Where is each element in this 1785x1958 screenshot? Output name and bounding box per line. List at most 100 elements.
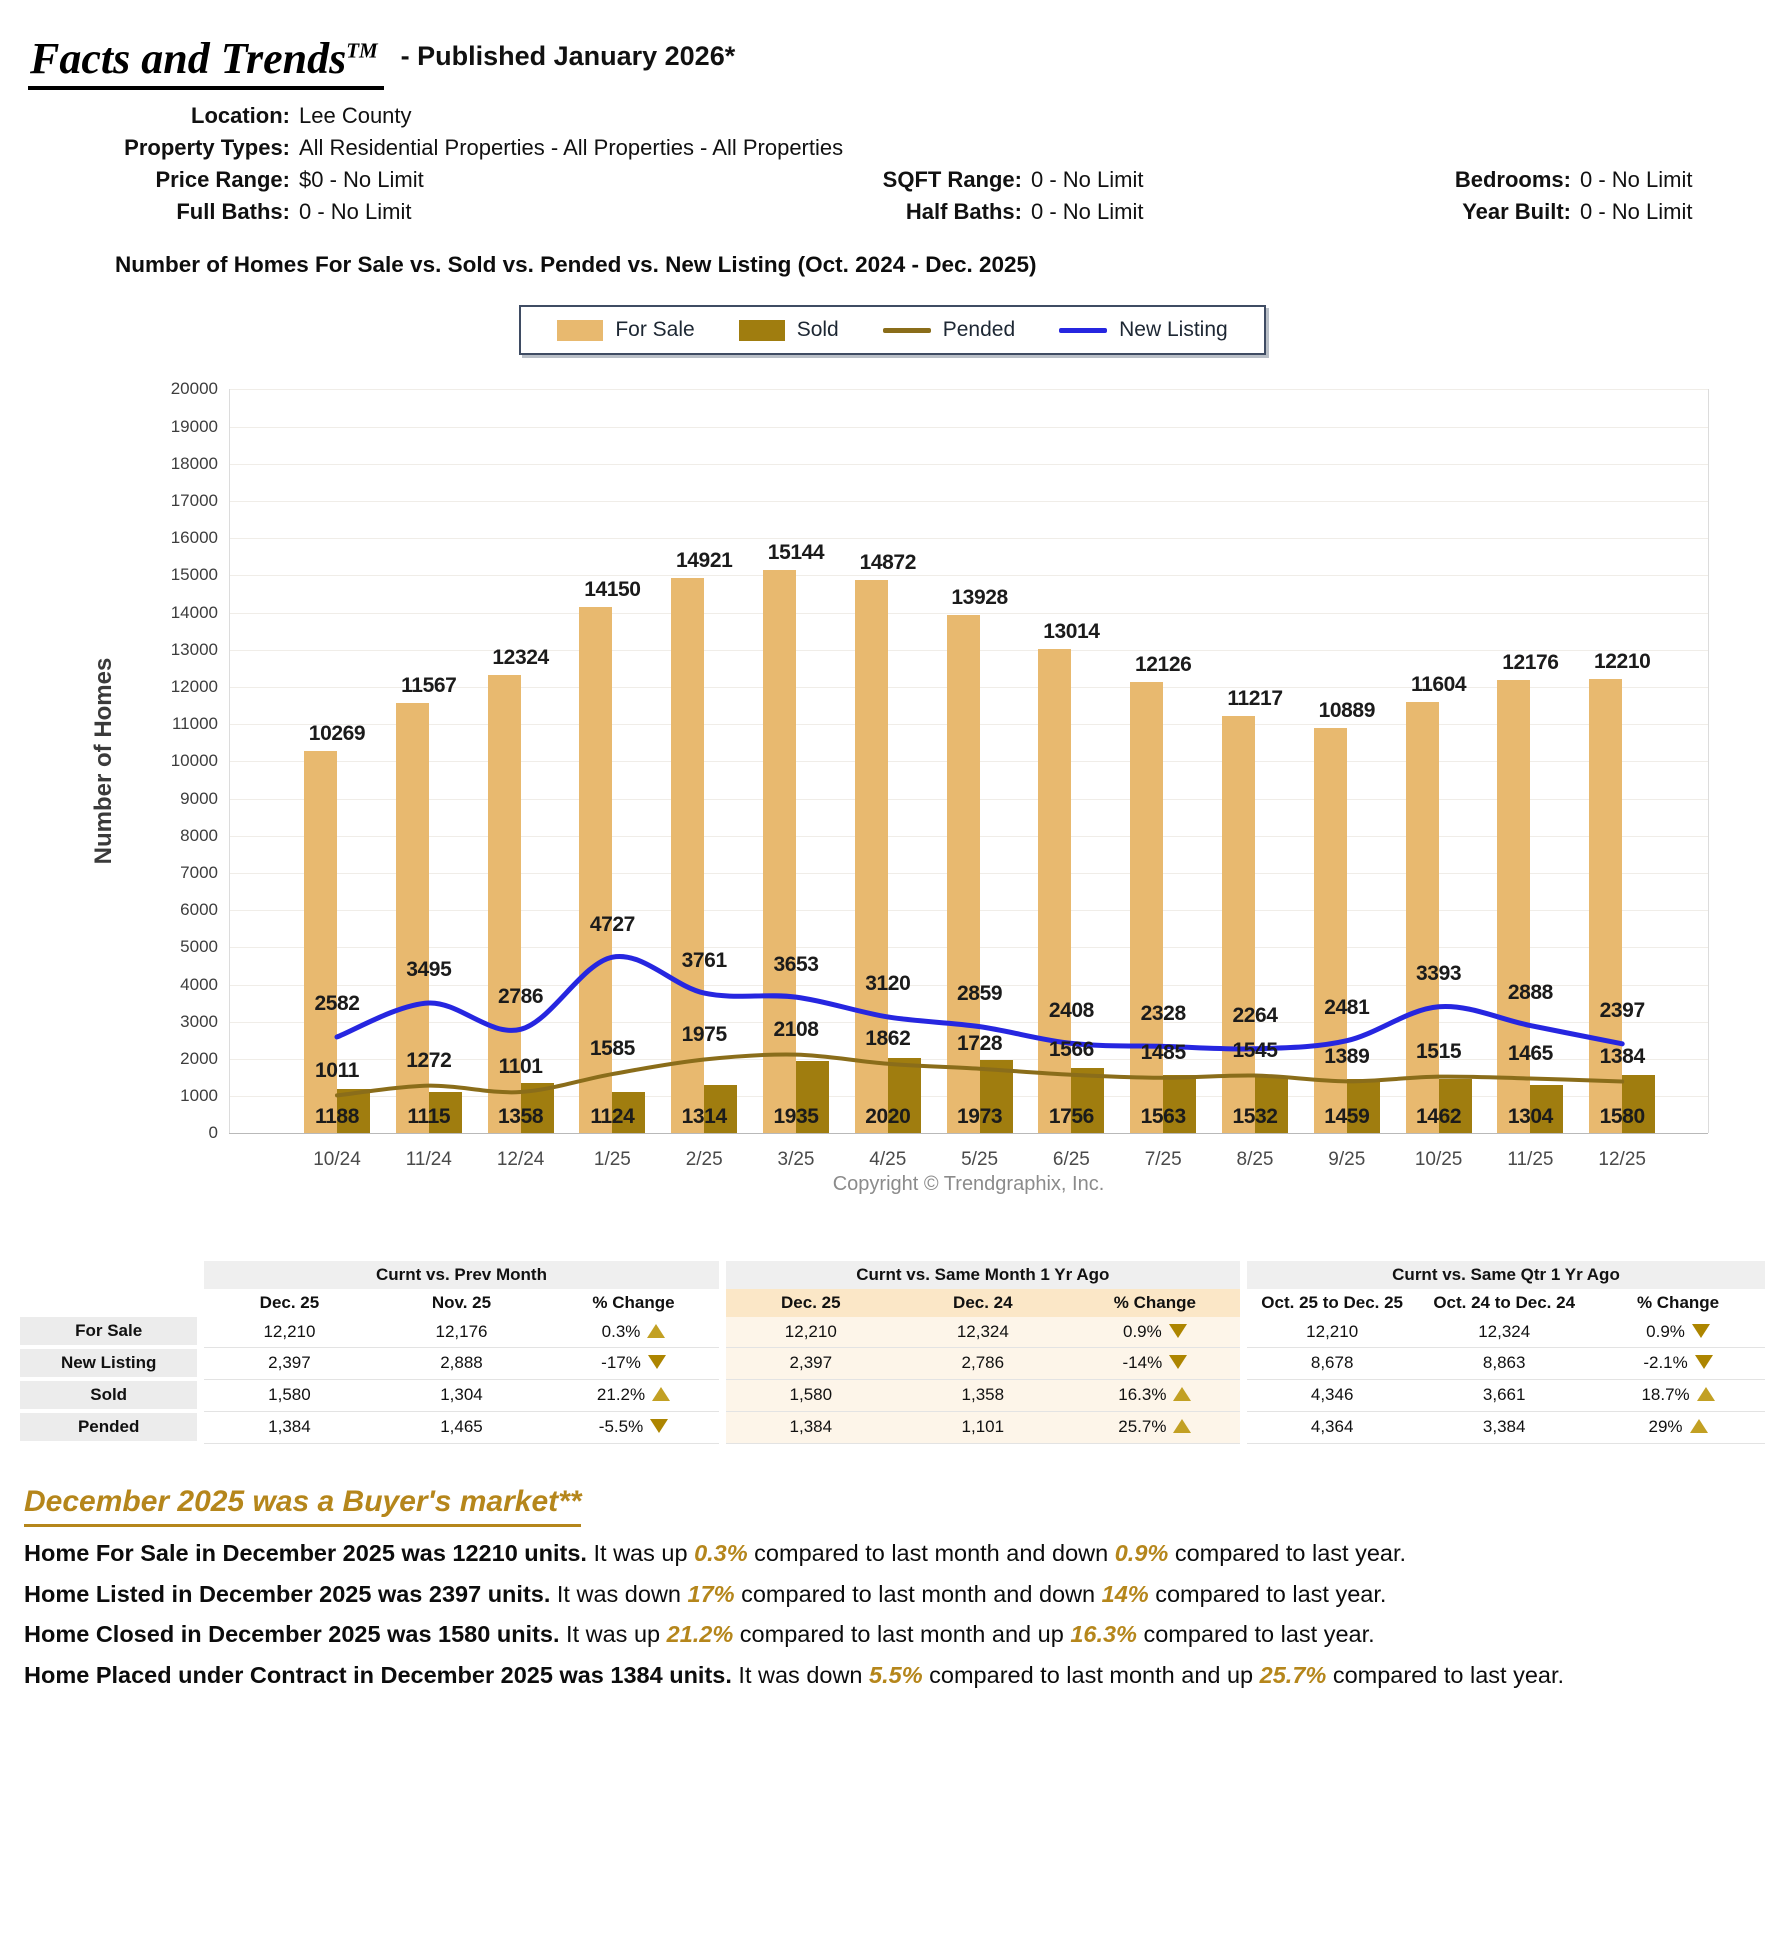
summary-heading: December 2025 was a Buyer's market**	[24, 1485, 582, 1528]
table-cell: -5.5%	[548, 1411, 723, 1444]
meta-label: Property Types:	[124, 135, 290, 161]
x-tick-label: 12/24	[496, 1149, 545, 1171]
homes-chart: Number of Homes Copyright © Trendgraphix…	[0, 361, 1785, 1213]
new-listing-value-label: 3495	[406, 958, 452, 982]
legend-label: For Sale	[615, 318, 695, 342]
x-tick-label: 10/25	[1414, 1149, 1463, 1171]
y-tick-label: 3000	[180, 1011, 218, 1031]
y-tick-label: 12000	[170, 677, 218, 697]
gridline	[229, 426, 1708, 428]
up-triangle-icon	[652, 1387, 671, 1402]
for-sale-value-label: 11567	[401, 674, 457, 698]
for-sale-value-label: 13928	[951, 586, 1008, 610]
summary-text: Home Closed in December 2025 was 1580 un…	[24, 1621, 560, 1648]
legend-label: Sold	[796, 318, 839, 342]
group-header-prev-month: Curnt vs. Prev Month	[197, 1261, 723, 1290]
down-triangle-icon	[650, 1419, 669, 1434]
y-tick-label: 4000	[180, 974, 218, 994]
for-sale-bar	[304, 751, 337, 1134]
for-sale-bar	[946, 615, 980, 1134]
table-cell: 21.2%	[548, 1379, 723, 1412]
y-tick-label: 18000	[170, 453, 218, 473]
new-listing-value-label: 3653	[773, 952, 819, 976]
x-tick-label: 8/25	[1236, 1149, 1274, 1171]
for-sale-value-label: 10889	[1318, 699, 1376, 723]
table-cell: 4,346	[1240, 1379, 1418, 1412]
row-label: For Sale	[20, 1317, 201, 1350]
table-cell: 8,678	[1240, 1347, 1418, 1380]
table-cell: 12,210	[1240, 1317, 1418, 1348]
pct-highlight: 16.3%	[1070, 1621, 1137, 1648]
chart-legend: For Sale Sold Pended New Listing	[519, 305, 1266, 356]
summary-text: compared to last month and up	[733, 1621, 1071, 1648]
y-tick-label: 16000	[170, 528, 218, 548]
row-label: New Listing	[20, 1347, 201, 1382]
pct-change-value: -17%	[601, 1353, 641, 1373]
summary-text: compared to last year.	[1136, 1621, 1375, 1648]
down-triangle-icon	[1169, 1355, 1188, 1370]
pct-change-value: 0.3%	[601, 1322, 641, 1342]
table-cell: 12,210	[197, 1317, 375, 1348]
page-title: Facts and TrendsTM - Published January 2…	[28, 35, 1785, 91]
table-cell: 2,397	[197, 1347, 375, 1380]
summary-text: Home Placed under Contract in December 2…	[24, 1661, 732, 1688]
for-sale-bar	[854, 580, 888, 1134]
table-row: New Listing 2,397 2,888 -17% 2,397 2,786 -14% 8…	[20, 1347, 1765, 1382]
meta-row: Location: Lee County	[0, 100, 1785, 132]
sold-value-label: 1188	[315, 1105, 359, 1129]
summary-line: Home Closed in December 2025 was 1580 un…	[24, 1618, 1764, 1650]
table-cell: 12,324	[1417, 1317, 1592, 1348]
pct-highlight: 5.5%	[869, 1661, 923, 1688]
sold-value-label: 1973	[957, 1105, 1003, 1129]
pct-change-value: -2.1%	[1643, 1353, 1688, 1373]
table-cell: 2,888	[374, 1347, 549, 1380]
pended-value-label: 1384	[1599, 1044, 1646, 1068]
meta-value: 0 - No Limit	[1031, 167, 1144, 193]
for-sale-value-label: 12210	[1593, 650, 1651, 674]
meta-row: Full Baths: 0 - No Limit Half Baths: 0 - No…	[0, 196, 1785, 228]
x-tick-label: 5/25	[961, 1149, 999, 1171]
chart-section-title: Number of Homes For Sale vs. Sold vs. Pe…	[115, 252, 1037, 278]
y-tick-label: 0	[208, 1123, 218, 1143]
pct-highlight: 14%	[1101, 1580, 1149, 1607]
summary-text: compared to last month and down	[734, 1580, 1102, 1607]
table-group-header-row: Curnt vs. Prev Month Curnt vs. Same Mont…	[20, 1261, 1765, 1290]
sold-bar	[612, 1091, 646, 1134]
y-tick-label: 19000	[170, 416, 218, 436]
sold-value-label: 1532	[1232, 1105, 1278, 1129]
table-cell: 2,397	[718, 1347, 896, 1380]
pct-change-value: -5.5%	[598, 1417, 644, 1437]
summary-text: compared to last year.	[1168, 1540, 1407, 1567]
x-tick-label: 9/25	[1328, 1149, 1366, 1171]
summary-text: Home For Sale in December 2025 was 12210…	[24, 1540, 587, 1567]
x-tick-label: 7/25	[1144, 1149, 1182, 1171]
sold-value-label: 1304	[1507, 1105, 1554, 1129]
table-row: For Sale 12,210 12,176 0.3% 12,210 12,324 0.9%…	[20, 1317, 1765, 1350]
x-tick-label: 1/25	[593, 1149, 631, 1171]
summary-text: compared to last month and up	[922, 1661, 1260, 1688]
for-sale-bar	[1497, 680, 1531, 1134]
table-cell: 0.9%	[1591, 1317, 1765, 1348]
meta-value: Lee County	[299, 103, 412, 129]
meta-label: Half Baths:	[905, 199, 1022, 225]
legend-label: Pended	[942, 318, 1016, 342]
x-tick-label: 6/25	[1052, 1149, 1090, 1171]
report-filters: Location: Lee County Property Types: All Re…	[0, 100, 1785, 228]
up-triangle-icon	[1696, 1387, 1715, 1402]
meta-label: Location:	[191, 103, 290, 129]
y-tick-label: 9000	[180, 788, 218, 808]
gridline	[229, 463, 1708, 465]
summary-text: It was down	[550, 1580, 688, 1607]
for-sale-value-label: 10269	[308, 722, 366, 746]
summary-text: compared to last year.	[1148, 1580, 1387, 1607]
table-cell: 0.9%	[1069, 1317, 1244, 1348]
table-cell: 0.3%	[548, 1317, 723, 1348]
trademark-mark: TM	[346, 38, 378, 63]
x-tick-label: 4/25	[869, 1149, 907, 1171]
table-cell: 12,210	[718, 1317, 896, 1348]
pct-highlight: 21.2%	[666, 1621, 734, 1648]
table-cell: 3,384	[1417, 1411, 1592, 1444]
table-cell: 1,465	[374, 1411, 549, 1444]
legend-item-pended: Pended	[882, 318, 1016, 342]
sold-bar	[1622, 1074, 1656, 1134]
